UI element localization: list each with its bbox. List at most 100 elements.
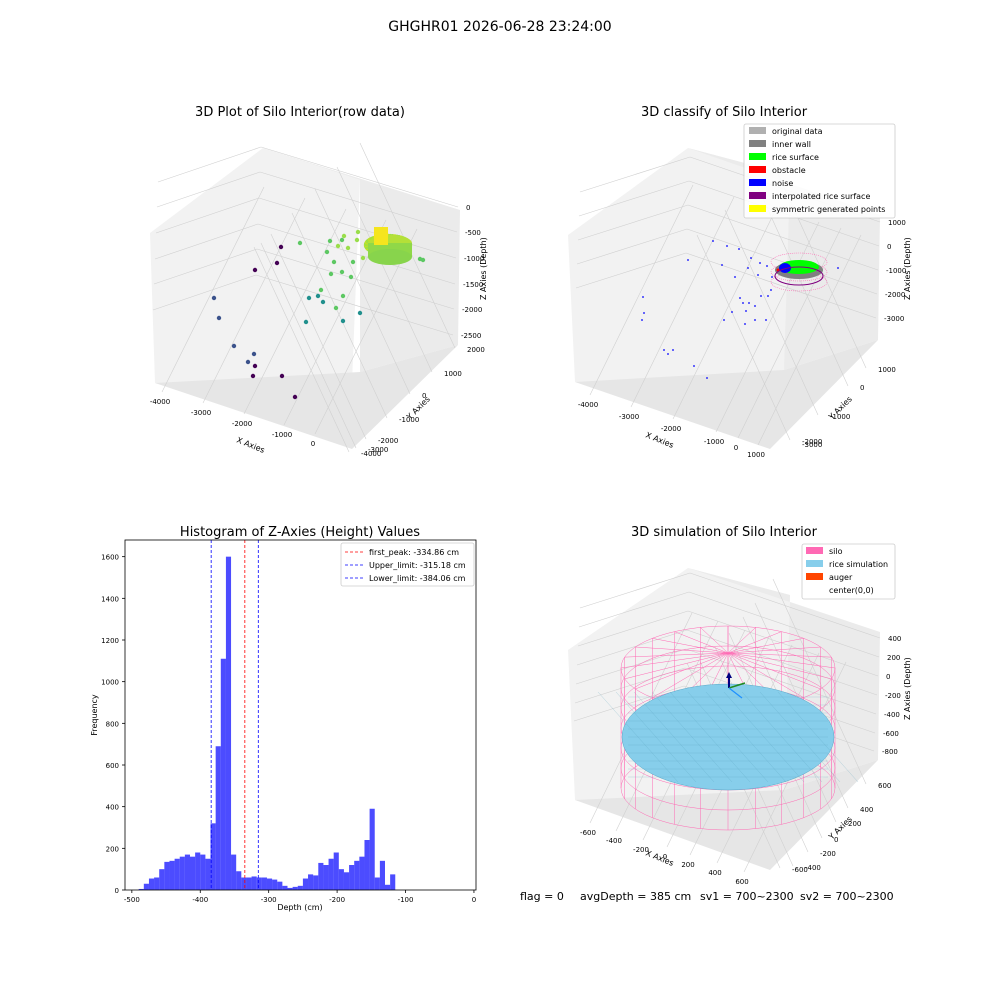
noise-point <box>723 319 725 321</box>
y-tick-label: 400 <box>860 806 873 814</box>
z-tick-label: 0 <box>466 204 470 212</box>
raw-point <box>250 373 256 379</box>
z-tick-label: 200 <box>887 654 900 662</box>
footer-avg-depth: avgDepth = 385 cm <box>580 890 691 903</box>
rice-mesh <box>723 691 805 783</box>
classify-ticks: -4000-3000-2000-10000100010000-1000-2000… <box>578 219 907 459</box>
x-tick-label: -100 <box>398 896 414 904</box>
z-tick-label: -400 <box>884 711 900 719</box>
raw-point <box>252 267 258 273</box>
grid-line-z <box>685 648 877 715</box>
noise-point <box>745 310 747 312</box>
histogram-bar <box>308 874 314 890</box>
z-tick-label: -1000 <box>886 267 906 275</box>
raw-point <box>357 310 363 316</box>
silo-roof-strut <box>624 652 729 658</box>
noise-point <box>721 264 723 266</box>
x-tick-label: -1000 <box>272 431 292 439</box>
legend-swatch <box>806 547 823 554</box>
noise-point <box>642 296 644 298</box>
noise-point <box>770 289 772 291</box>
x-tick-label: -4000 <box>150 398 170 406</box>
footer-sv2: sv2 = 700~2300 <box>800 890 894 903</box>
legend-swatch <box>749 127 766 134</box>
classify-legend-box <box>743 123 896 219</box>
y-tick-label: -3000 <box>802 441 822 449</box>
histogram-bar <box>338 869 344 890</box>
noise-point <box>754 305 756 307</box>
rice-mesh <box>741 691 823 783</box>
grid-line-y <box>291 212 388 419</box>
histogram-bar <box>390 874 396 890</box>
grid-line-z2 <box>155 197 260 234</box>
noise-point <box>672 349 674 351</box>
silo-roof-strut <box>652 638 729 654</box>
histogram-bar <box>220 658 226 890</box>
silo-roof-strut <box>624 652 729 680</box>
grid-line-z <box>687 610 879 677</box>
grid-line-z2 <box>578 591 690 628</box>
histogram-bar <box>251 876 257 890</box>
grid-line-z <box>688 591 880 658</box>
histogram-bar <box>292 886 298 890</box>
noise-point <box>767 295 769 297</box>
histogram-bar <box>138 888 144 890</box>
histogram-bar <box>282 885 288 890</box>
raw-point <box>315 293 321 299</box>
y-tick-label: 1000 <box>878 366 896 374</box>
y-tick-label: 1200 <box>101 637 119 645</box>
raw-point <box>274 260 280 266</box>
legend-label: symmetric generated points <box>772 205 885 214</box>
histogram-bar <box>359 856 365 890</box>
raw-point <box>327 238 333 244</box>
silo-roof-strut <box>727 652 821 690</box>
legend-swatch <box>749 179 766 186</box>
noise-point <box>760 295 762 297</box>
grid-line-y <box>336 166 433 373</box>
grid-line-z <box>255 274 454 336</box>
legend-label: rice simulation <box>829 560 888 569</box>
raw-point <box>297 240 303 246</box>
raw-point <box>231 343 237 349</box>
x-tick-label: 1000 <box>747 451 765 459</box>
noise-point <box>643 312 645 314</box>
grid-line-x <box>715 221 820 433</box>
noise-point <box>641 319 643 321</box>
grid-line-z <box>685 252 877 319</box>
silo-roof-strut <box>652 652 729 698</box>
y-tick-label: -1000 <box>830 413 850 421</box>
raw-point <box>251 351 257 357</box>
x-tick-label: -500 <box>124 896 140 904</box>
histogram-bar <box>246 877 252 890</box>
raw-point <box>245 359 251 365</box>
histogram-bar <box>349 865 355 890</box>
raw-point <box>340 318 346 324</box>
x-tick-label: -3000 <box>191 409 211 417</box>
raw-point <box>339 269 345 275</box>
auger-arrow-z <box>726 672 732 678</box>
x-tick-label: -2000 <box>232 420 252 428</box>
raw-ticks: -4000-3000-2000-10000200010000-1000-2000… <box>150 204 485 458</box>
grid-line-y <box>270 233 367 440</box>
histogram-bar <box>277 881 283 890</box>
grid-line-z <box>260 146 459 208</box>
histogram-bar <box>323 865 329 890</box>
grid-line-z2 <box>576 629 688 666</box>
grid-line-y <box>314 188 411 395</box>
grid-line-z2 <box>579 572 691 609</box>
grid-line-x <box>672 208 777 420</box>
y-tick-label: 1400 <box>101 595 119 603</box>
noise-point <box>726 245 728 247</box>
silo-roof-strut <box>727 652 832 658</box>
legend-label: interpolated rice surface <box>772 192 870 201</box>
panel-histogram: Histogram of Z-Axies (Height) Values -50… <box>90 525 477 912</box>
raw-point <box>341 233 347 239</box>
histogram-bar <box>241 877 247 890</box>
silo-roof-strut <box>635 652 729 690</box>
z-tick-label: -2000 <box>885 291 905 299</box>
histogram-bar <box>148 878 155 890</box>
noise-point <box>706 377 708 379</box>
histogram-bar <box>302 878 309 890</box>
auger-axis-x <box>728 687 743 699</box>
footer-flag: flag = 0 <box>520 890 564 903</box>
